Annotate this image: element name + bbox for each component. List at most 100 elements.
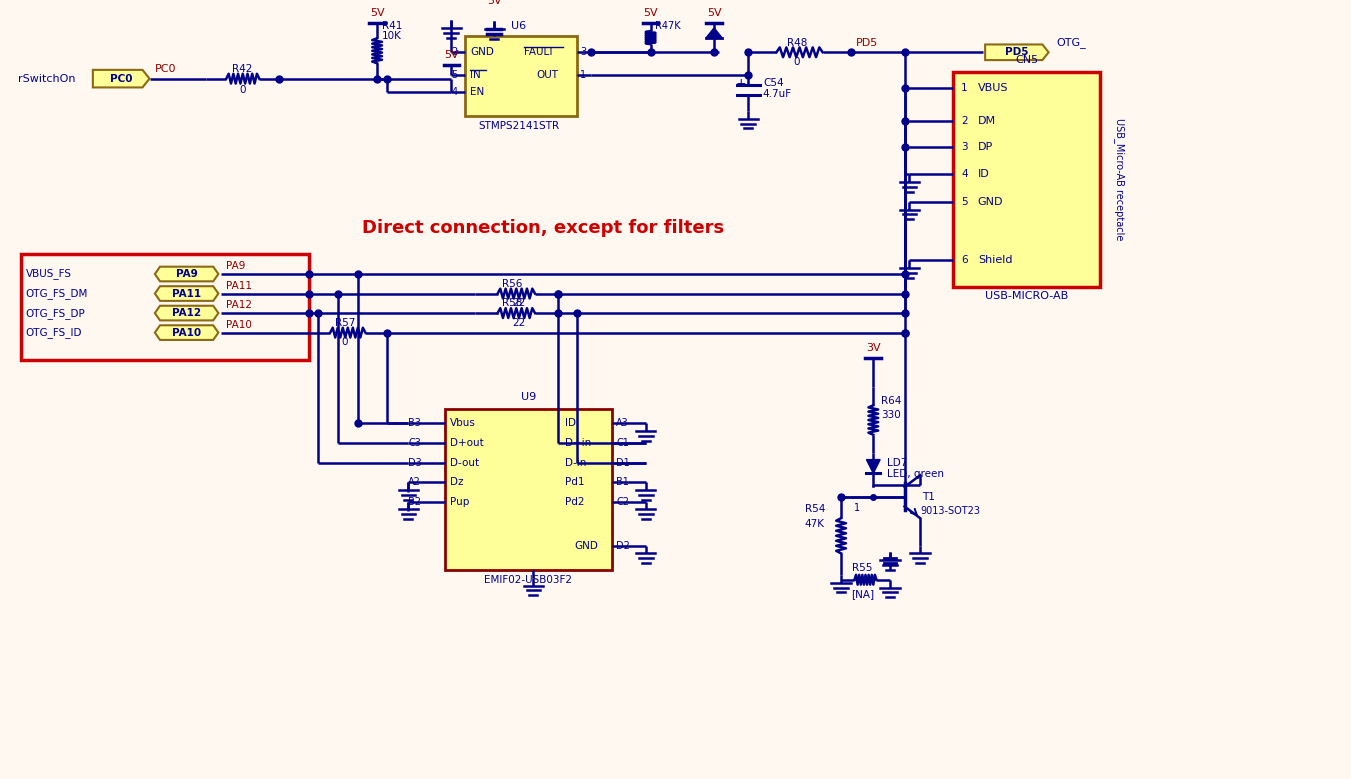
Bar — [446, 409, 612, 570]
Text: 2: 2 — [451, 48, 458, 58]
Text: EMIF02-USB03F2: EMIF02-USB03F2 — [485, 575, 573, 585]
Polygon shape — [155, 266, 219, 281]
Text: GND: GND — [470, 48, 493, 58]
Text: B2: B2 — [408, 496, 422, 506]
Text: D1: D1 — [616, 457, 630, 467]
Text: PD5: PD5 — [855, 37, 878, 48]
Text: R41: R41 — [382, 21, 403, 31]
Text: Pd1: Pd1 — [565, 477, 584, 487]
Text: 4.7uF: 4.7uF — [763, 90, 792, 99]
Text: USB_Micro-AB receptacle: USB_Micro-AB receptacle — [1113, 118, 1124, 241]
Text: R57: R57 — [335, 318, 355, 328]
Text: VBUS_FS: VBUS_FS — [26, 269, 72, 280]
Text: A3: A3 — [616, 418, 630, 428]
Text: D+out: D+out — [450, 438, 484, 448]
Text: 22: 22 — [512, 318, 526, 328]
Text: U6: U6 — [511, 21, 527, 31]
Text: 9013-SOT23: 9013-SOT23 — [920, 506, 981, 516]
Text: R58: R58 — [501, 298, 521, 308]
Text: 3: 3 — [581, 48, 586, 58]
Text: PC0: PC0 — [109, 74, 132, 83]
Text: 3: 3 — [961, 142, 967, 152]
Bar — [465, 36, 577, 116]
Text: D3: D3 — [408, 457, 422, 467]
Text: Pd2: Pd2 — [565, 496, 584, 506]
Text: 1: 1 — [854, 503, 859, 513]
Text: CN5: CN5 — [1015, 55, 1038, 65]
Text: T1: T1 — [923, 492, 935, 502]
Text: GND: GND — [574, 541, 598, 551]
Polygon shape — [155, 326, 219, 340]
Text: 3V: 3V — [866, 344, 881, 353]
Text: B3: B3 — [408, 418, 422, 428]
Text: 5: 5 — [961, 197, 967, 206]
Text: DM: DM — [978, 115, 996, 125]
Text: OTG_FS_DP: OTG_FS_DP — [26, 308, 85, 319]
Text: Dz: Dz — [450, 477, 463, 487]
Text: 10K: 10K — [382, 30, 401, 41]
Text: 5: 5 — [451, 70, 458, 79]
Text: D2: D2 — [616, 541, 631, 551]
Text: 5V: 5V — [643, 9, 658, 18]
Text: 5V: 5V — [486, 0, 501, 6]
Text: OTG_FS_DM: OTG_FS_DM — [26, 288, 88, 299]
Text: R64: R64 — [881, 396, 901, 406]
Text: USB-MICRO-AB: USB-MICRO-AB — [985, 291, 1069, 301]
Text: R48: R48 — [786, 37, 808, 48]
Text: Shield: Shield — [978, 256, 1012, 266]
Text: PA10: PA10 — [172, 328, 201, 337]
Text: OTG_FS_ID: OTG_FS_ID — [26, 327, 82, 338]
Bar — [20, 255, 309, 360]
Text: 330: 330 — [881, 410, 901, 420]
Text: rSwitchOn: rSwitchOn — [18, 74, 76, 83]
Text: 6: 6 — [961, 256, 967, 266]
Text: R42: R42 — [232, 64, 253, 74]
Text: 0: 0 — [239, 86, 246, 95]
Polygon shape — [866, 460, 880, 474]
Text: 2: 2 — [961, 115, 967, 125]
Text: C1: C1 — [616, 438, 630, 448]
Text: FAULT: FAULT — [524, 48, 554, 58]
Text: C3: C3 — [408, 438, 422, 448]
Text: C54: C54 — [763, 78, 784, 87]
Text: LED, green: LED, green — [888, 469, 944, 479]
Text: EN: EN — [470, 87, 484, 97]
Text: 4: 4 — [451, 87, 458, 97]
Text: U9: U9 — [521, 392, 536, 402]
Text: 1: 1 — [581, 70, 586, 79]
Text: STMPS2141STR: STMPS2141STR — [478, 121, 559, 131]
Text: PA11: PA11 — [172, 288, 201, 298]
Text: 0: 0 — [342, 337, 349, 347]
Text: 4: 4 — [961, 169, 967, 179]
Text: A2: A2 — [408, 477, 422, 487]
Text: Vbus: Vbus — [450, 418, 477, 428]
Polygon shape — [707, 28, 721, 37]
Text: OUT: OUT — [536, 70, 558, 79]
Text: D-in: D-in — [565, 457, 586, 467]
Text: LD7: LD7 — [888, 457, 908, 467]
Polygon shape — [93, 70, 150, 87]
Text: 5V: 5V — [707, 9, 721, 18]
Text: 0: 0 — [794, 57, 800, 67]
Text: R47K: R47K — [655, 21, 681, 31]
Text: [NA]: [NA] — [851, 590, 874, 599]
Text: PA10: PA10 — [226, 320, 251, 330]
Polygon shape — [985, 44, 1048, 60]
Text: PA9: PA9 — [176, 269, 197, 279]
Text: Direct connection, except for filters: Direct connection, except for filters — [362, 219, 724, 237]
Text: GND: GND — [978, 197, 1004, 206]
Text: B1: B1 — [616, 477, 630, 487]
Text: D+in: D+in — [565, 438, 590, 448]
Text: R54: R54 — [805, 505, 825, 514]
Text: Pup: Pup — [450, 496, 470, 506]
Text: DP: DP — [978, 142, 993, 152]
Text: 1: 1 — [961, 83, 967, 93]
Text: OTG_: OTG_ — [1056, 37, 1086, 48]
Polygon shape — [155, 286, 219, 301]
Text: 5V: 5V — [370, 9, 385, 18]
Text: PD5: PD5 — [1005, 48, 1028, 58]
Text: IN: IN — [470, 70, 481, 79]
Text: PA11: PA11 — [226, 280, 251, 291]
Text: PC0: PC0 — [155, 64, 177, 74]
Text: ID: ID — [978, 169, 989, 179]
